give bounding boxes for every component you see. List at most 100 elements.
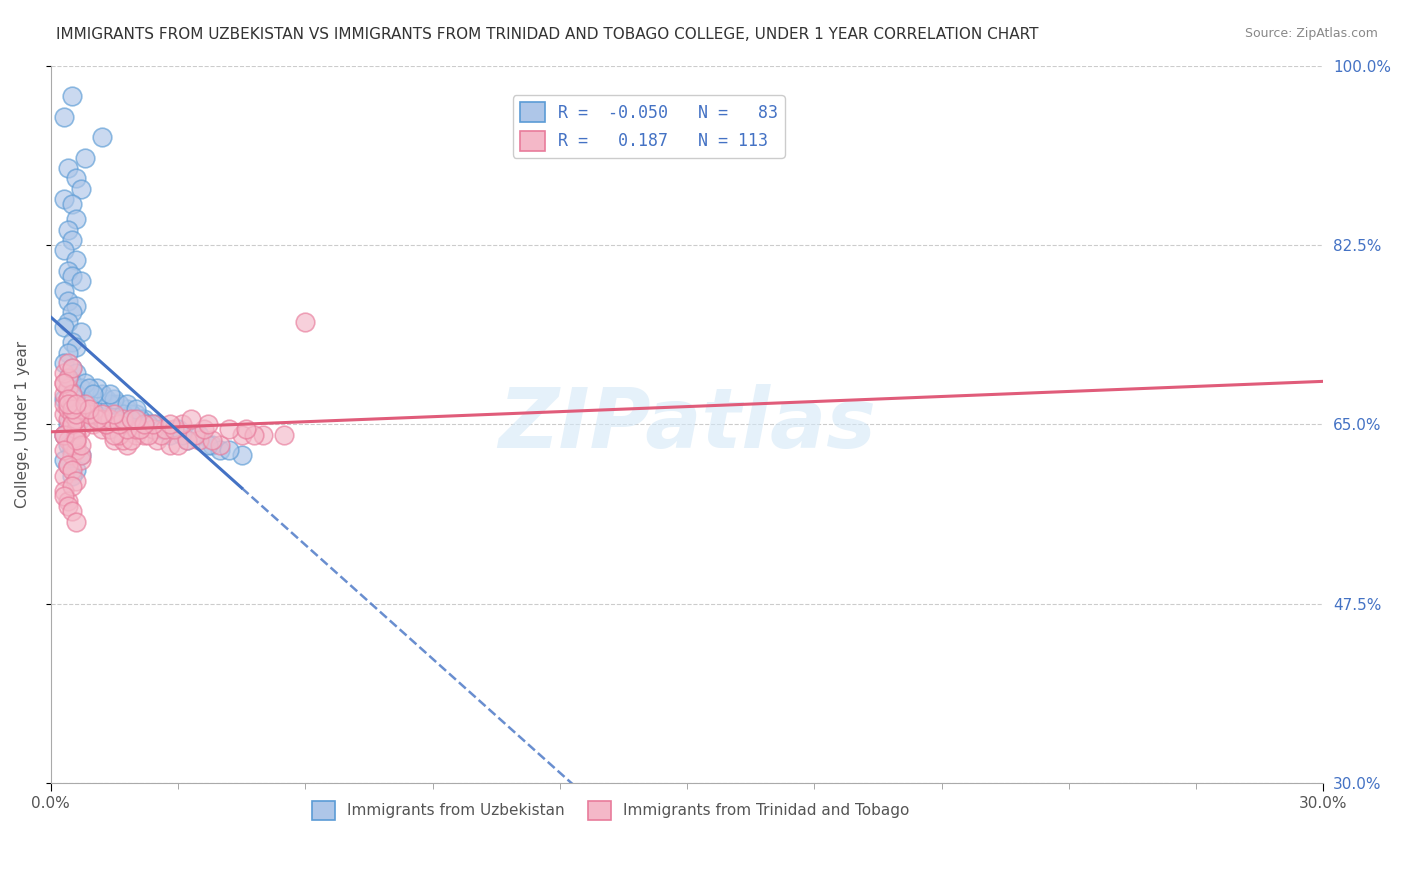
- Point: [60, 407, 83, 421]
- Point: [56, 371, 79, 385]
- Point: [86, 381, 108, 395]
- Point: [52, 427, 75, 442]
- Point: [94, 417, 117, 432]
- Point: [65, 433, 87, 447]
- Point: [52, 453, 75, 467]
- Point: [60, 417, 83, 432]
- Point: [69, 448, 91, 462]
- Point: [103, 407, 125, 421]
- Point: [60, 448, 83, 462]
- Point: [60, 422, 83, 436]
- Point: [52, 192, 75, 206]
- Point: [98, 397, 121, 411]
- Point: [69, 274, 91, 288]
- Point: [65, 407, 87, 421]
- Point: [56, 401, 79, 416]
- Point: [60, 197, 83, 211]
- Point: [69, 325, 91, 339]
- Point: [56, 417, 79, 432]
- Point: [172, 417, 194, 432]
- Point: [56, 315, 79, 329]
- Point: [82, 407, 104, 421]
- Point: [65, 397, 87, 411]
- Point: [176, 433, 198, 447]
- Point: [52, 483, 75, 498]
- Point: [56, 222, 79, 236]
- Point: [52, 366, 75, 380]
- Point: [60, 386, 83, 401]
- Point: [52, 284, 75, 298]
- Point: [69, 412, 91, 426]
- Point: [56, 458, 79, 473]
- Point: [56, 412, 79, 426]
- Point: [159, 417, 181, 432]
- Point: [52, 397, 75, 411]
- Point: [65, 433, 87, 447]
- Point: [142, 417, 165, 432]
- Point: [60, 417, 83, 432]
- Y-axis label: College, Under 1 year: College, Under 1 year: [15, 341, 30, 508]
- Point: [56, 458, 79, 473]
- Point: [115, 397, 138, 411]
- Point: [176, 433, 198, 447]
- Point: [129, 412, 152, 426]
- Point: [98, 386, 121, 401]
- Point: [94, 417, 117, 432]
- Point: [142, 417, 165, 432]
- Point: [69, 422, 91, 436]
- Point: [98, 412, 121, 426]
- Point: [60, 438, 83, 452]
- Point: [60, 463, 83, 477]
- Point: [65, 341, 87, 355]
- Point: [60, 360, 83, 375]
- Point: [73, 151, 96, 165]
- Point: [155, 422, 177, 436]
- Point: [193, 422, 215, 436]
- Point: [52, 376, 75, 391]
- Point: [65, 212, 87, 227]
- Point: [111, 412, 134, 426]
- Point: [77, 401, 100, 416]
- Point: [86, 412, 108, 426]
- Point: [60, 360, 83, 375]
- Point: [65, 386, 87, 401]
- Point: [90, 422, 112, 436]
- Point: [129, 422, 152, 436]
- Point: [124, 412, 146, 426]
- Point: [52, 356, 75, 370]
- Point: [103, 427, 125, 442]
- Point: [115, 422, 138, 436]
- Point: [90, 386, 112, 401]
- Point: [60, 417, 83, 432]
- Point: [188, 433, 211, 447]
- Point: [197, 417, 219, 432]
- Point: [115, 438, 138, 452]
- Point: [65, 463, 87, 477]
- Point: [120, 407, 142, 421]
- Point: [201, 433, 224, 447]
- Point: [159, 438, 181, 452]
- Point: [69, 181, 91, 195]
- Point: [103, 397, 125, 411]
- Point: [252, 427, 274, 442]
- Point: [60, 268, 83, 283]
- Point: [103, 392, 125, 406]
- Point: [111, 433, 134, 447]
- Point: [65, 427, 87, 442]
- Point: [60, 376, 83, 391]
- Point: [60, 504, 83, 518]
- Point: [56, 294, 79, 309]
- Point: [150, 427, 173, 442]
- Point: [188, 427, 211, 442]
- Point: [163, 422, 186, 436]
- Point: [52, 320, 75, 334]
- Point: [65, 474, 87, 488]
- Point: [138, 417, 160, 432]
- Point: [142, 422, 165, 436]
- Point: [60, 479, 83, 493]
- Point: [65, 515, 87, 529]
- Point: [60, 468, 83, 483]
- Point: [69, 381, 91, 395]
- Point: [56, 494, 79, 508]
- Text: IMMIGRANTS FROM UZBEKISTAN VS IMMIGRANTS FROM TRINIDAD AND TOBAGO COLLEGE, UNDER: IMMIGRANTS FROM UZBEKISTAN VS IMMIGRANTS…: [56, 27, 1039, 42]
